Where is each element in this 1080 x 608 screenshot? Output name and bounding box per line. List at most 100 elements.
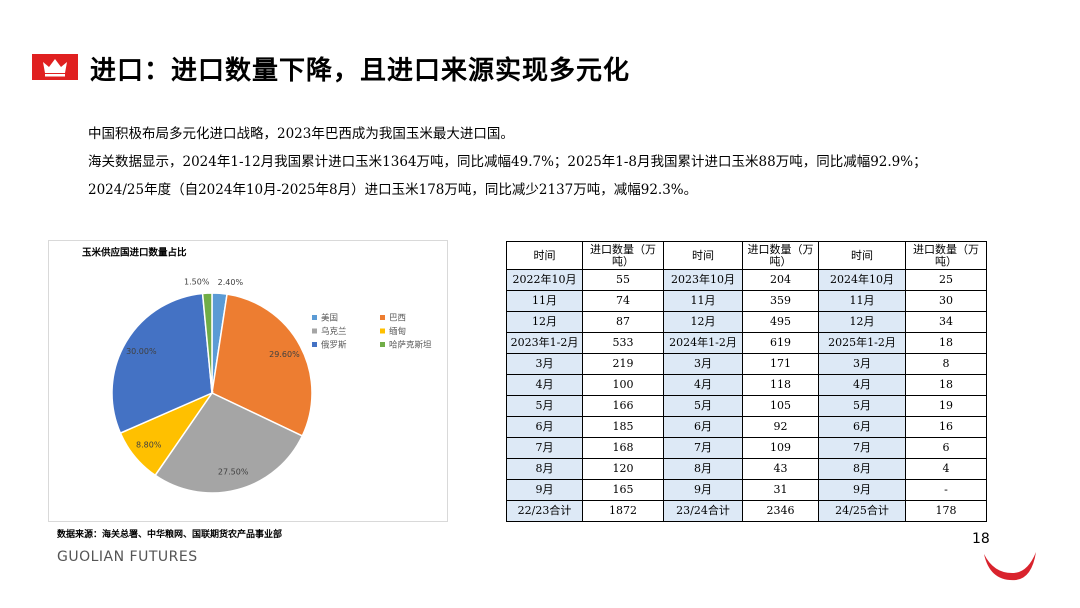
- legend-swatch: [380, 315, 385, 320]
- table-row: 2022年10月 55 2023年10月 204 2024年10月 25: [506, 269, 987, 291]
- paragraph: 中国积极布局多元化进口战略，2023年巴西成为我国玉米最大进口国。: [88, 126, 514, 142]
- value-cell: 178: [905, 500, 987, 522]
- pie-slice: [154, 392, 304, 494]
- value-cell: 118: [742, 374, 819, 396]
- paragraph: 海关数据显示，2024年1-12月我国累计进口玉米1364万吨，同比减幅49.7…: [88, 154, 927, 198]
- value-cell: 34: [905, 311, 987, 333]
- pie-chart: 玉米供应国进口数量占比 2.40% 29.60% 27.50% 8.80% 30.00%…: [82, 247, 432, 494]
- value-cell: 1872: [582, 500, 664, 522]
- data-table: 时间 进口数量（万吨） 时间 进口数量（万吨） 时间 进口数量（万吨） 2022年10月 55…: [506, 241, 987, 522]
- value-cell: 74: [582, 290, 664, 312]
- legend-swatch: [380, 328, 385, 334]
- table-row: 7月 168 7月 109 7月 6: [506, 437, 987, 459]
- header-cell: 时间: [663, 241, 743, 270]
- value-cell: 18: [905, 374, 987, 396]
- period-cell: 8月: [663, 458, 743, 480]
- chart-title: 玉米供应国进口数量占比: [82, 247, 187, 259]
- value-cell: 92: [742, 416, 819, 438]
- period-cell: 7月: [506, 437, 583, 459]
- header-row: 时间 进口数量（万吨） 时间 进口数量（万吨） 时间 进口数量（万吨）: [506, 241, 987, 270]
- legend-swatch: [312, 342, 317, 347]
- period-cell: 2022年10月: [506, 269, 583, 291]
- period-cell: 2025年1-2月: [818, 332, 906, 354]
- pie-slice: [111, 292, 213, 435]
- table-row: 2023年1-2月 533 2024年1-2月 619 2025年1-2月 18: [506, 332, 987, 354]
- period-cell: 12月: [663, 311, 743, 333]
- value-cell: 533: [582, 332, 664, 354]
- value-cell: 105: [742, 395, 819, 417]
- legend-label: 乌克兰: [321, 326, 347, 337]
- legend-label: 哈萨克斯坦: [389, 340, 432, 351]
- value-cell: 2346: [742, 500, 819, 522]
- pie-slice: [201, 292, 213, 394]
- table-row: 5月 166 5月 105 5月 19: [506, 395, 987, 417]
- legend-swatch: [312, 315, 317, 320]
- value-cell: 4: [905, 458, 987, 480]
- period-cell: 8月: [818, 458, 906, 480]
- period-cell: 6月: [506, 416, 583, 438]
- data-label: 8.80%: [136, 441, 162, 450]
- period-cell: 11月: [506, 290, 583, 312]
- header-cell: 时间: [818, 241, 906, 270]
- value-cell: 204: [742, 269, 819, 291]
- header-cell: 时间: [506, 241, 583, 270]
- table-row: 22/23合计 1872 23/24合计 2346 24/25合计 178: [506, 500, 987, 522]
- period-cell: 8月: [506, 458, 583, 480]
- decor-swoosh: [984, 552, 1036, 581]
- value-cell: 109: [742, 437, 819, 459]
- value-cell: 43: [742, 458, 819, 480]
- value-cell: 30: [905, 290, 987, 312]
- data-label: 30.00%: [126, 347, 157, 356]
- value-cell: 171: [742, 353, 819, 375]
- value-cell: 18: [905, 332, 987, 354]
- period-cell: 4月: [663, 374, 743, 396]
- header-cell: 进口数量（万吨）: [742, 241, 819, 270]
- value-cell: 495: [742, 311, 819, 333]
- period-cell: 2023年1-2月: [506, 332, 583, 354]
- value-cell: 55: [582, 269, 664, 291]
- value-cell: 87: [582, 311, 664, 333]
- period-cell: 6月: [818, 416, 906, 438]
- period-cell: 11月: [818, 290, 906, 312]
- period-cell: 7月: [663, 437, 743, 459]
- value-cell: 100: [582, 374, 664, 396]
- value-cell: 8: [905, 353, 987, 375]
- legend-label: 美国: [321, 313, 338, 324]
- value-cell: -: [905, 479, 987, 501]
- value-cell: 165: [582, 479, 664, 501]
- value-cell: 6: [905, 437, 987, 459]
- body-text: 中国积极布局多元化进口战略，2023年巴西成为我国玉米最大进口国。 海关数据显示…: [88, 120, 948, 204]
- period-cell: 4月: [506, 374, 583, 396]
- value-cell: 16: [905, 416, 987, 438]
- data-label: 29.60%: [269, 350, 300, 359]
- period-cell: 9月: [663, 479, 743, 501]
- logo-icon: [32, 54, 78, 80]
- period-cell: 7月: [818, 437, 906, 459]
- header-cell: 进口数量（万吨）: [582, 241, 664, 270]
- data-label: 1.50%: [184, 278, 210, 287]
- period-cell: 9月: [506, 479, 583, 501]
- table-row: 6月 185 6月 92 6月 16: [506, 416, 987, 438]
- value-cell: 219: [582, 353, 664, 375]
- value-cell: 168: [582, 437, 664, 459]
- value-cell: 120: [582, 458, 664, 480]
- table-row: 12月 87 12月 495 12月 34: [506, 311, 987, 333]
- legend-label: 巴西: [389, 314, 406, 324]
- table-row: 8月 120 8月 43 8月 4: [506, 458, 987, 480]
- value-cell: 25: [905, 269, 987, 291]
- legend-label: 俄罗斯: [321, 340, 347, 351]
- period-cell: 2024年10月: [818, 269, 906, 291]
- pie-slice: [211, 293, 313, 437]
- page-number: 18: [972, 531, 990, 547]
- period-cell: 11月: [663, 290, 743, 312]
- value-cell: 185: [582, 416, 664, 438]
- period-cell: 3月: [663, 353, 743, 375]
- slide-title: 进口：进口数量下降，且进口来源实现多元化: [90, 56, 631, 86]
- value-cell: 619: [742, 332, 819, 354]
- value-cell: 166: [582, 395, 664, 417]
- header-cell: 进口数量（万吨）: [905, 241, 987, 270]
- data-label: 27.50%: [218, 468, 249, 477]
- period-cell: 12月: [818, 311, 906, 333]
- period-cell: 24/25合计: [818, 500, 906, 522]
